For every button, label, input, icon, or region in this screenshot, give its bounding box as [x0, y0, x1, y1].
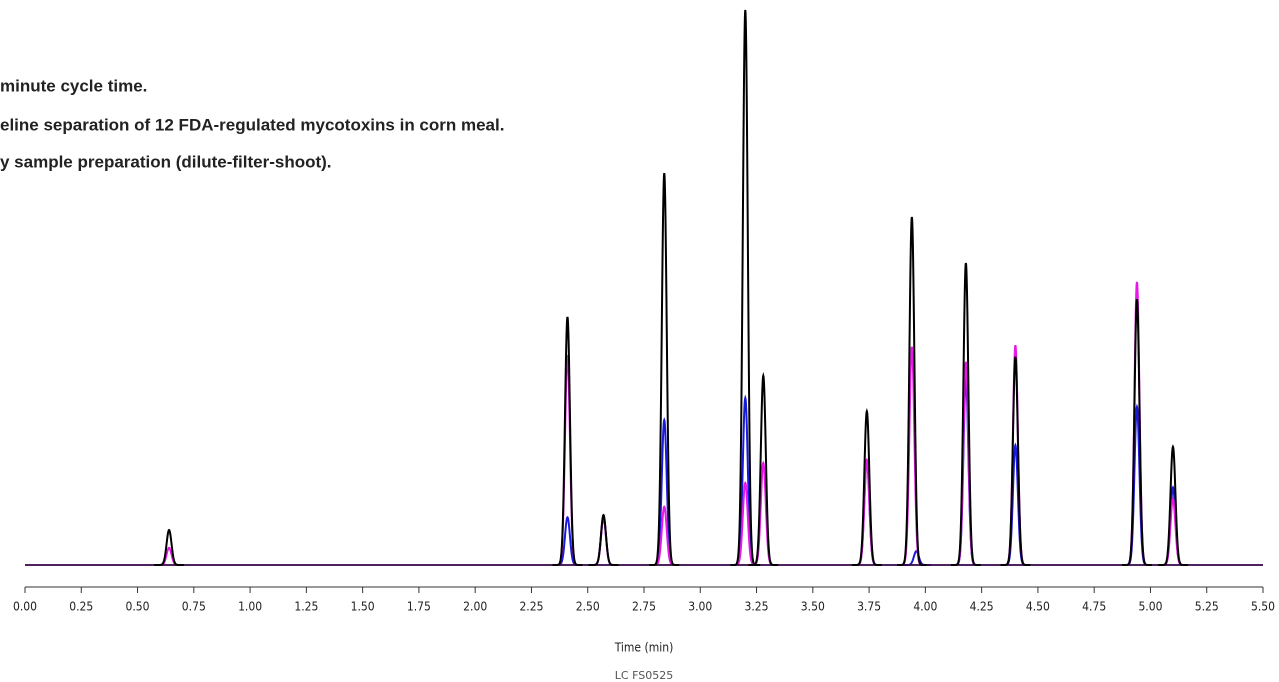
- peak: [1158, 497, 1188, 566]
- x-tick-label: 1.25: [294, 600, 318, 614]
- footnote: LC FS0525: [615, 669, 673, 682]
- peak: [649, 417, 680, 566]
- peak: [588, 513, 619, 566]
- x-axis-label: Time (min): [614, 641, 674, 655]
- x-tick-label: 3.00: [688, 600, 712, 614]
- x-tick-label: 4.00: [913, 600, 937, 614]
- peak: [552, 354, 583, 566]
- x-tick-label: 5.25: [1195, 600, 1219, 614]
- x-tick-label: 0.00: [13, 600, 37, 614]
- x-tick-label: 1.50: [351, 600, 375, 614]
- x-tick-label: 4.50: [1026, 600, 1050, 614]
- peak: [851, 408, 882, 566]
- x-tick-label: 2.75: [632, 600, 656, 614]
- peak: [1122, 403, 1152, 566]
- peak: [851, 457, 882, 566]
- peak: [649, 505, 680, 566]
- x-tick-label: 2.50: [576, 600, 600, 614]
- peak: [897, 216, 927, 566]
- x-tick-label: 4.25: [970, 600, 994, 614]
- peak: [951, 262, 981, 566]
- peak: [1122, 281, 1152, 566]
- peak: [588, 515, 619, 566]
- peak: [154, 528, 184, 566]
- peak: [154, 546, 184, 566]
- peak: [851, 457, 882, 566]
- x-tick-label: 0.75: [182, 600, 206, 614]
- peak: [951, 376, 981, 566]
- peak: [552, 316, 583, 566]
- x-tick-label: 0.50: [126, 600, 150, 614]
- peak: [552, 515, 583, 566]
- peak: [649, 173, 680, 566]
- x-tick-label: 1.00: [238, 600, 262, 614]
- peak: [1000, 344, 1031, 566]
- x-tick-label: 4.75: [1082, 600, 1106, 614]
- peak: [1122, 298, 1152, 566]
- x-tick-label: 2.25: [519, 600, 543, 614]
- x-tick-label: 3.50: [801, 600, 825, 614]
- peak: [1158, 444, 1188, 566]
- x-tick-label: 5.00: [1138, 600, 1162, 614]
- peak: [748, 371, 779, 566]
- note: y sample preparation (dilute-filter-shoo…: [0, 152, 332, 171]
- peak: [1000, 442, 1031, 566]
- peak: [588, 515, 619, 566]
- peak: [897, 346, 927, 566]
- x-tick-label: 0.25: [69, 600, 93, 614]
- x-tick-label: 5.50: [1251, 600, 1275, 614]
- peak: [730, 480, 761, 566]
- peak: [1000, 356, 1031, 566]
- note: minute cycle time.: [0, 76, 147, 95]
- x-tick-label: 1.75: [407, 600, 431, 614]
- note: eline separation of 12 FDA-regulated myc…: [0, 115, 504, 134]
- x-tick-label: 3.25: [745, 600, 769, 614]
- x-tick-label: 3.75: [857, 600, 881, 614]
- x-tick-label: 2.00: [463, 600, 487, 614]
